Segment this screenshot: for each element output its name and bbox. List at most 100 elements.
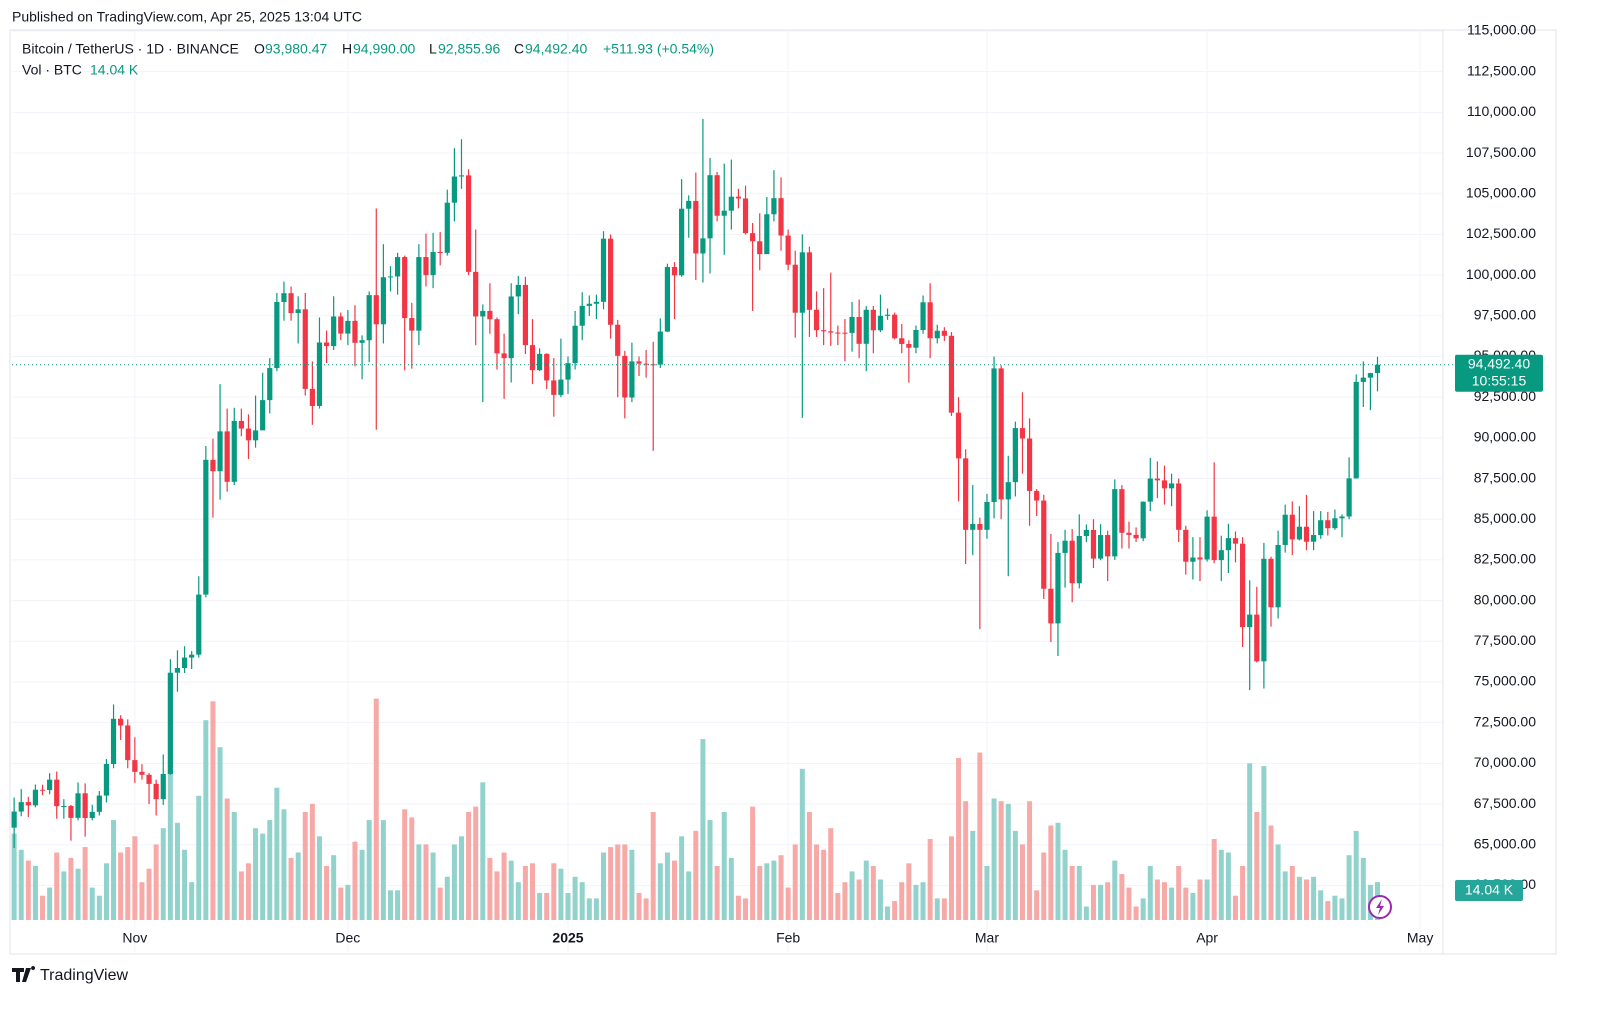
- volume-bar: [693, 830, 699, 920]
- candle-body: [359, 340, 365, 343]
- candle-body: [302, 309, 308, 389]
- volume-bar: [707, 820, 713, 920]
- candle-body: [423, 257, 429, 276]
- volume-bar: [515, 882, 521, 920]
- candle-body: [551, 380, 557, 395]
- x-tick-label: Dec: [335, 930, 360, 946]
- volume-bar: [721, 812, 727, 920]
- volume-bar: [1154, 879, 1160, 920]
- y-tick-label: 65,000.00: [1474, 835, 1536, 851]
- candle-body: [586, 303, 592, 306]
- volume-bar: [849, 871, 855, 920]
- candle-body: [1239, 543, 1246, 628]
- candle-body: [32, 789, 39, 806]
- volume-bar: [956, 758, 962, 920]
- volume-bar: [395, 890, 401, 920]
- candle-body: [75, 793, 81, 818]
- volume-bar: [572, 876, 578, 920]
- volume-bar: [1098, 884, 1104, 920]
- alert-bolt: [1376, 899, 1384, 915]
- volume-bar: [260, 833, 266, 920]
- published-note: Published on TradingView.com, Apr 25, 20…: [12, 9, 362, 25]
- candle-body: [430, 252, 436, 276]
- candle-body: [217, 431, 223, 472]
- volume-bar: [89, 887, 95, 920]
- candle-body: [487, 310, 493, 320]
- volume-bar: [1076, 866, 1082, 920]
- candle-body: [465, 175, 472, 272]
- x-tick-label: 2025: [552, 930, 583, 946]
- candle-body: [1225, 538, 1231, 551]
- candle-body: [352, 320, 358, 343]
- volume-bar: [380, 820, 386, 920]
- candle-body: [203, 459, 209, 595]
- candle-body: [54, 779, 60, 807]
- volume-bar: [1112, 860, 1118, 920]
- candle-body: [856, 316, 862, 344]
- volume-bar: [32, 866, 38, 920]
- last-price-badge: [1455, 354, 1543, 392]
- candle-body: [494, 319, 500, 354]
- volume-bar: [402, 809, 408, 920]
- candle-body: [245, 428, 252, 441]
- ohlc-value: 94,492.40: [525, 41, 587, 57]
- volume-bar: [948, 836, 954, 920]
- volume-bar: [714, 866, 720, 920]
- volume-bar: [558, 868, 564, 920]
- volume-bar: [96, 895, 102, 920]
- candle-body: [331, 316, 337, 347]
- candle-body: [480, 310, 486, 317]
- ohlc-label: L: [429, 41, 437, 57]
- volume-bar: [1197, 879, 1203, 920]
- volume-bar: [828, 828, 834, 920]
- candle-body: [174, 667, 181, 673]
- candle-body: [558, 379, 564, 395]
- volume-bar: [636, 893, 642, 920]
- candle-body: [1147, 478, 1153, 502]
- candle-body: [373, 295, 379, 325]
- candle-body: [295, 309, 301, 314]
- candle-body: [927, 302, 933, 339]
- candle-body: [934, 330, 940, 339]
- volume-bar: [686, 871, 692, 920]
- volume-bar: [1161, 882, 1167, 920]
- candle-body: [593, 301, 600, 304]
- candle-body: [409, 318, 415, 331]
- volume-bar: [25, 860, 31, 920]
- volume-bar: [167, 771, 173, 920]
- candle-body: [1374, 364, 1381, 374]
- candle-body: [884, 314, 891, 316]
- ohlc-value: 92,855.96: [438, 41, 500, 57]
- volume-bar: [664, 852, 670, 920]
- volume-bar: [764, 863, 770, 920]
- candle-body: [728, 196, 734, 211]
- candle-body: [323, 342, 330, 347]
- candle-body: [572, 325, 578, 364]
- candle-body: [842, 332, 848, 334]
- candle-body: [1105, 535, 1111, 557]
- y-tick-label: 100,000.00: [1466, 266, 1536, 282]
- volume-bar: [1005, 803, 1011, 920]
- volume-bar: [1183, 887, 1189, 920]
- candle-body: [1367, 373, 1374, 378]
- candle-body: [366, 295, 372, 341]
- candle-body: [167, 672, 173, 774]
- volume-bar: [68, 857, 74, 920]
- x-tick-label: Apr: [1196, 930, 1218, 946]
- volume-bar: [1240, 866, 1246, 920]
- y-tick-label: 107,500.00: [1466, 144, 1536, 160]
- volume-bar: [174, 822, 180, 920]
- volume-bar: [608, 847, 614, 920]
- candle-body: [1168, 483, 1175, 489]
- volume-bar: [679, 836, 685, 920]
- candle-body: [501, 353, 507, 359]
- volume-bar: [1360, 857, 1366, 920]
- candle-body: [742, 198, 749, 234]
- candle-body: [1318, 520, 1324, 536]
- volume-bar: [487, 857, 493, 920]
- volume-bar: [551, 863, 557, 920]
- y-tick-label: 92,500.00: [1474, 388, 1536, 404]
- volume-bar: [934, 898, 940, 920]
- volume-bar: [316, 836, 322, 920]
- volume-bar: [1211, 839, 1217, 920]
